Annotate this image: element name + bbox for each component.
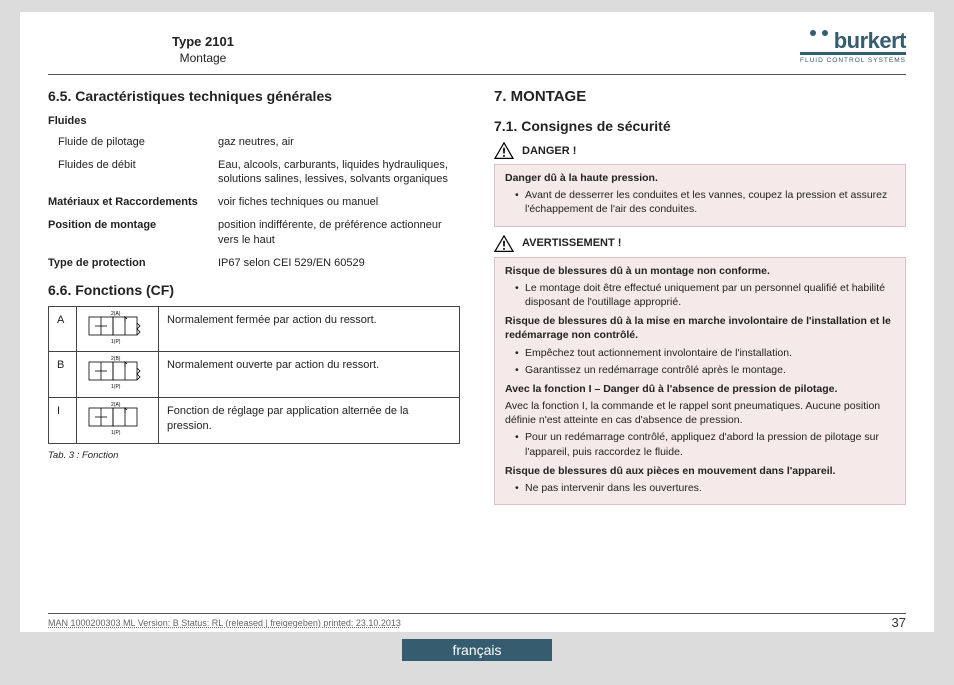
logo-dot	[822, 30, 828, 36]
heading-7: 7. MONTAGE	[494, 87, 906, 107]
spec-value: Eau, alcools, carburants, liquides hydra…	[218, 158, 460, 188]
header-rule	[48, 74, 906, 75]
func-symbol: 2(A) 1(P)	[77, 398, 159, 444]
spec-row: Fluides de débit Eau, alcools, carburant…	[48, 158, 460, 188]
footer-rule	[48, 613, 906, 614]
functions-table: A 2(A) 1(P)	[48, 306, 460, 445]
spec-row: Fluide de pilotage gaz neutres, air	[48, 135, 460, 150]
svg-text:1(P): 1(P)	[111, 430, 121, 436]
page: Type 2101 Montage burkert FLUID CONTROL …	[20, 12, 934, 632]
heading-7-1: 7.1. Consignes de sécurité	[494, 117, 906, 136]
func-desc: Fonction de réglage par application alte…	[159, 398, 460, 444]
table-row: I 2(A) 1(P) Fonction de	[49, 398, 460, 444]
logo-subtitle: FLUID CONTROL SYSTEMS	[800, 57, 906, 64]
spec-row: Type de protection IP67 selon CEI 529/EN…	[48, 256, 460, 271]
logo: burkert FLUID CONTROL SYSTEMS	[800, 30, 906, 64]
fluides-label: Fluides	[48, 114, 460, 129]
valve-symbol-icon: 2(A) 1(P)	[83, 309, 153, 345]
warning-label: AVERTISSEMENT !	[522, 236, 621, 251]
spec-label: Type de protection	[48, 256, 218, 271]
warn-item: Le montage doit être effectué uniquement…	[515, 281, 895, 309]
spec-row: Matériaux et Raccordements voir fiches t…	[48, 195, 460, 210]
spec-value: IP67 selon CEI 529/EN 60529	[218, 256, 460, 271]
warn-item: Ne pas intervenir dans les ouvertures.	[515, 481, 895, 495]
heading-6-5: 6.5. Caractéristiques techniques général…	[48, 87, 460, 106]
right-column: 7. MONTAGE 7.1. Consignes de sécurité DA…	[494, 87, 906, 513]
svg-text:2(A): 2(A)	[111, 311, 121, 317]
logo-dot	[810, 30, 816, 36]
left-column: 6.5. Caractéristiques techniques général…	[48, 87, 460, 513]
warning-header: AVERTISSEMENT !	[494, 235, 906, 253]
heading-6-6: 6.6. Fonctions (CF)	[48, 281, 460, 300]
warn-title: Risque de blessures dû aux pièces en mou…	[505, 464, 895, 478]
svg-text:2(A): 2(A)	[111, 402, 121, 408]
warn-title: Risque de blessures dû à la mise en marc…	[505, 314, 895, 342]
warn-item: Pour un redémarrage contrôlé, appliquez …	[515, 430, 895, 458]
table-row: A 2(A) 1(P)	[49, 306, 460, 352]
header: Type 2101 Montage burkert FLUID CONTROL …	[48, 30, 906, 75]
spec-value: voir fiches techniques ou manuel	[218, 195, 460, 210]
table-row: B 2(B) 1(P)	[49, 352, 460, 398]
danger-box: Danger dû à la haute pression. Avant de …	[494, 164, 906, 227]
svg-text:1(P): 1(P)	[111, 339, 121, 345]
spec-value: position indifférente, de préférence act…	[218, 218, 460, 248]
type-label: Type 2101	[48, 34, 358, 49]
spec-row: Position de montage position indifférent…	[48, 218, 460, 248]
valve-symbol-icon: 2(A) 1(P)	[83, 400, 153, 436]
spec-label: Fluides de débit	[48, 158, 218, 188]
language-tab: français	[402, 639, 552, 661]
table-caption: Tab. 3 : Fonction	[48, 450, 460, 463]
warning-box: Risque de blessures dû à un montage non …	[494, 257, 906, 505]
content-columns: 6.5. Caractéristiques techniques général…	[48, 87, 906, 513]
spec-label: Fluide de pilotage	[48, 135, 218, 150]
warn-item: Empêchez tout actionnement involontaire …	[515, 346, 895, 360]
func-code: B	[49, 352, 77, 398]
danger-title: Danger dû à la haute pression.	[505, 171, 895, 185]
warn-paragraph: Avec la fonction I, la commande et le ra…	[505, 399, 895, 427]
svg-text:1(P): 1(P)	[111, 384, 121, 390]
func-symbol: 2(B) 1(P)	[77, 352, 159, 398]
warn-item: Garantissez un redémarrage contrôlé aprè…	[515, 363, 895, 377]
func-code: I	[49, 398, 77, 444]
heading-6-5-text: 6.5. Caractéristiques techniques général…	[48, 88, 332, 104]
page-number: 37	[892, 615, 906, 630]
warn-title: Risque de blessures dû à un montage non …	[505, 264, 895, 278]
func-code: A	[49, 306, 77, 352]
svg-text:2(B): 2(B)	[111, 356, 121, 362]
spec-label: Matériaux et Raccordements	[48, 195, 218, 210]
warning-triangle-icon	[494, 142, 514, 160]
header-title-block: Type 2101 Montage	[48, 30, 358, 65]
func-symbol: 2(A) 1(P)	[77, 306, 159, 352]
spec-value: gaz neutres, air	[218, 135, 460, 150]
danger-header: DANGER !	[494, 142, 906, 160]
warning-triangle-icon	[494, 235, 514, 253]
warn-title: Avec la fonction I – Danger dû à l'absen…	[505, 382, 895, 396]
func-desc: Normalement ouverte par action du ressor…	[159, 352, 460, 398]
danger-item: Avant de desserrer les conduites et les …	[515, 188, 895, 216]
func-desc: Normalement fermée par action du ressort…	[159, 306, 460, 352]
spec-label: Position de montage	[48, 218, 218, 248]
subtitle: Montage	[48, 51, 358, 65]
footer-meta: MAN 1000200303 ML Version: B Status: RL …	[48, 618, 401, 628]
valve-symbol-icon: 2(B) 1(P)	[83, 354, 153, 390]
danger-label: DANGER !	[522, 144, 576, 159]
